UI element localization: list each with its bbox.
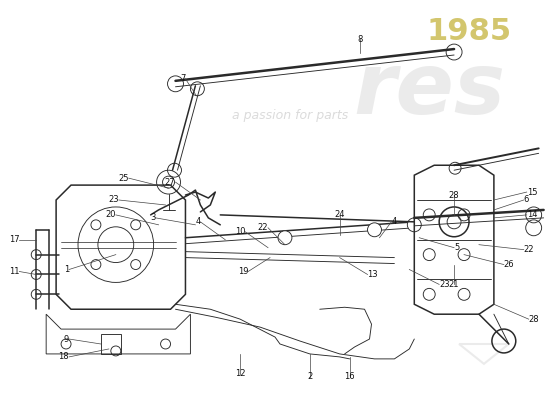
Text: 22: 22 [257,223,268,232]
Text: 3: 3 [150,213,156,222]
Text: 15: 15 [527,188,537,196]
Text: 26: 26 [504,260,514,269]
Circle shape [278,231,292,245]
Text: 20: 20 [105,210,116,219]
Text: 22: 22 [524,245,534,254]
Text: 10: 10 [235,227,245,236]
Bar [101,334,121,354]
Circle shape [408,218,421,232]
Text: 1985: 1985 [426,17,512,46]
Text: 5: 5 [454,243,459,252]
Text: 13: 13 [367,270,378,279]
Text: 4: 4 [195,217,200,226]
Text: 8: 8 [357,35,362,44]
Text: 14: 14 [527,210,537,219]
Text: a passion for parts: a passion for parts [232,109,348,122]
Text: 28: 28 [529,315,540,324]
Text: 27: 27 [165,178,175,187]
Text: 25: 25 [118,174,129,183]
Text: 24: 24 [334,210,345,219]
Text: 28: 28 [449,190,459,200]
Text: 16: 16 [344,372,355,381]
Text: 1: 1 [64,265,69,274]
Text: 9: 9 [64,334,69,344]
Text: 23: 23 [108,196,119,204]
Text: 11: 11 [9,267,19,276]
Text: 7: 7 [180,74,185,83]
Text: 4: 4 [392,217,397,226]
Text: 12: 12 [235,369,245,378]
Text: 18: 18 [58,352,69,362]
Text: 6: 6 [524,196,529,204]
Text: 21: 21 [449,280,459,289]
Text: res: res [353,49,505,132]
Text: 23: 23 [439,280,450,289]
Text: 2: 2 [307,372,312,381]
Text: 17: 17 [9,235,19,244]
Circle shape [367,223,382,237]
Text: 19: 19 [238,267,248,276]
